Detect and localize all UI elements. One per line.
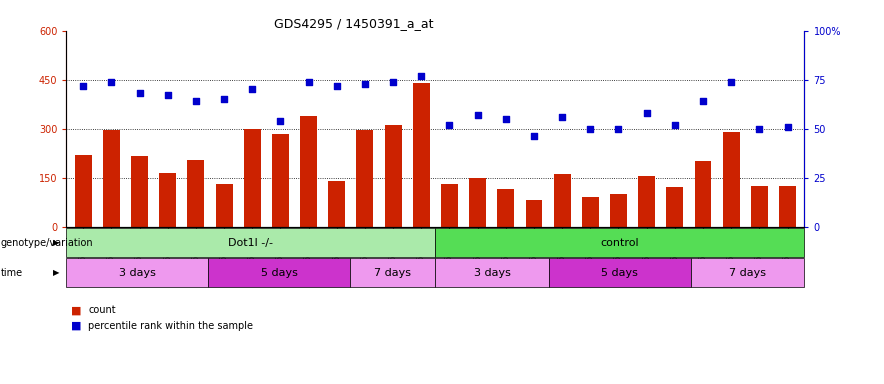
Point <box>358 81 372 87</box>
Point <box>189 98 203 104</box>
Text: 5 days: 5 days <box>601 268 638 278</box>
Bar <box>103 130 120 227</box>
Point <box>470 112 484 118</box>
Point <box>527 133 541 139</box>
Point <box>612 126 626 132</box>
Bar <box>553 174 570 227</box>
Point <box>555 114 569 120</box>
Bar <box>413 83 430 227</box>
Bar <box>469 178 486 227</box>
Point <box>104 79 118 85</box>
Bar <box>498 189 514 227</box>
Bar <box>159 173 176 227</box>
Point <box>724 79 738 85</box>
Bar <box>356 130 373 227</box>
Point <box>667 122 682 128</box>
Text: 3 days: 3 days <box>118 268 156 278</box>
Text: 5 days: 5 days <box>261 268 298 278</box>
Text: 7 days: 7 days <box>729 268 766 278</box>
Text: GDS4295 / 1450391_a_at: GDS4295 / 1450391_a_at <box>274 17 433 30</box>
Point <box>133 90 147 96</box>
Bar <box>695 161 712 227</box>
Bar <box>131 156 148 227</box>
Text: 3 days: 3 days <box>474 268 511 278</box>
Bar <box>244 129 261 227</box>
Point <box>76 83 90 89</box>
Point <box>752 126 766 132</box>
Point <box>386 79 400 85</box>
Text: Dot1l -/-: Dot1l -/- <box>228 238 273 248</box>
Bar <box>216 184 232 227</box>
Bar <box>187 160 204 227</box>
Bar <box>779 186 796 227</box>
Text: ▶: ▶ <box>53 238 59 247</box>
Point <box>442 122 456 128</box>
Bar <box>610 194 627 227</box>
Text: ■: ■ <box>71 305 81 315</box>
Bar <box>525 200 543 227</box>
Point <box>696 98 710 104</box>
Bar <box>301 116 317 227</box>
Point <box>161 92 175 98</box>
Point <box>781 124 795 130</box>
Point <box>245 86 259 93</box>
Text: genotype/variation: genotype/variation <box>1 238 94 248</box>
Text: ■: ■ <box>71 321 81 331</box>
Text: count: count <box>88 305 116 315</box>
Point <box>415 73 429 79</box>
Bar <box>385 126 401 227</box>
Point <box>301 79 316 85</box>
Point <box>330 83 344 89</box>
Text: 7 days: 7 days <box>374 268 411 278</box>
Bar <box>582 197 598 227</box>
Text: control: control <box>600 238 639 248</box>
Text: ▶: ▶ <box>53 268 59 277</box>
Bar <box>75 155 92 227</box>
Bar <box>751 186 768 227</box>
Bar <box>272 134 289 227</box>
Bar <box>638 176 655 227</box>
Bar <box>667 187 683 227</box>
Bar <box>328 181 346 227</box>
Point <box>583 126 598 132</box>
Point <box>640 110 654 116</box>
Bar <box>441 184 458 227</box>
Point <box>499 116 513 122</box>
Bar <box>723 132 740 227</box>
Point <box>273 118 287 124</box>
Point <box>217 96 231 103</box>
Text: time: time <box>1 268 23 278</box>
Text: percentile rank within the sample: percentile rank within the sample <box>88 321 254 331</box>
